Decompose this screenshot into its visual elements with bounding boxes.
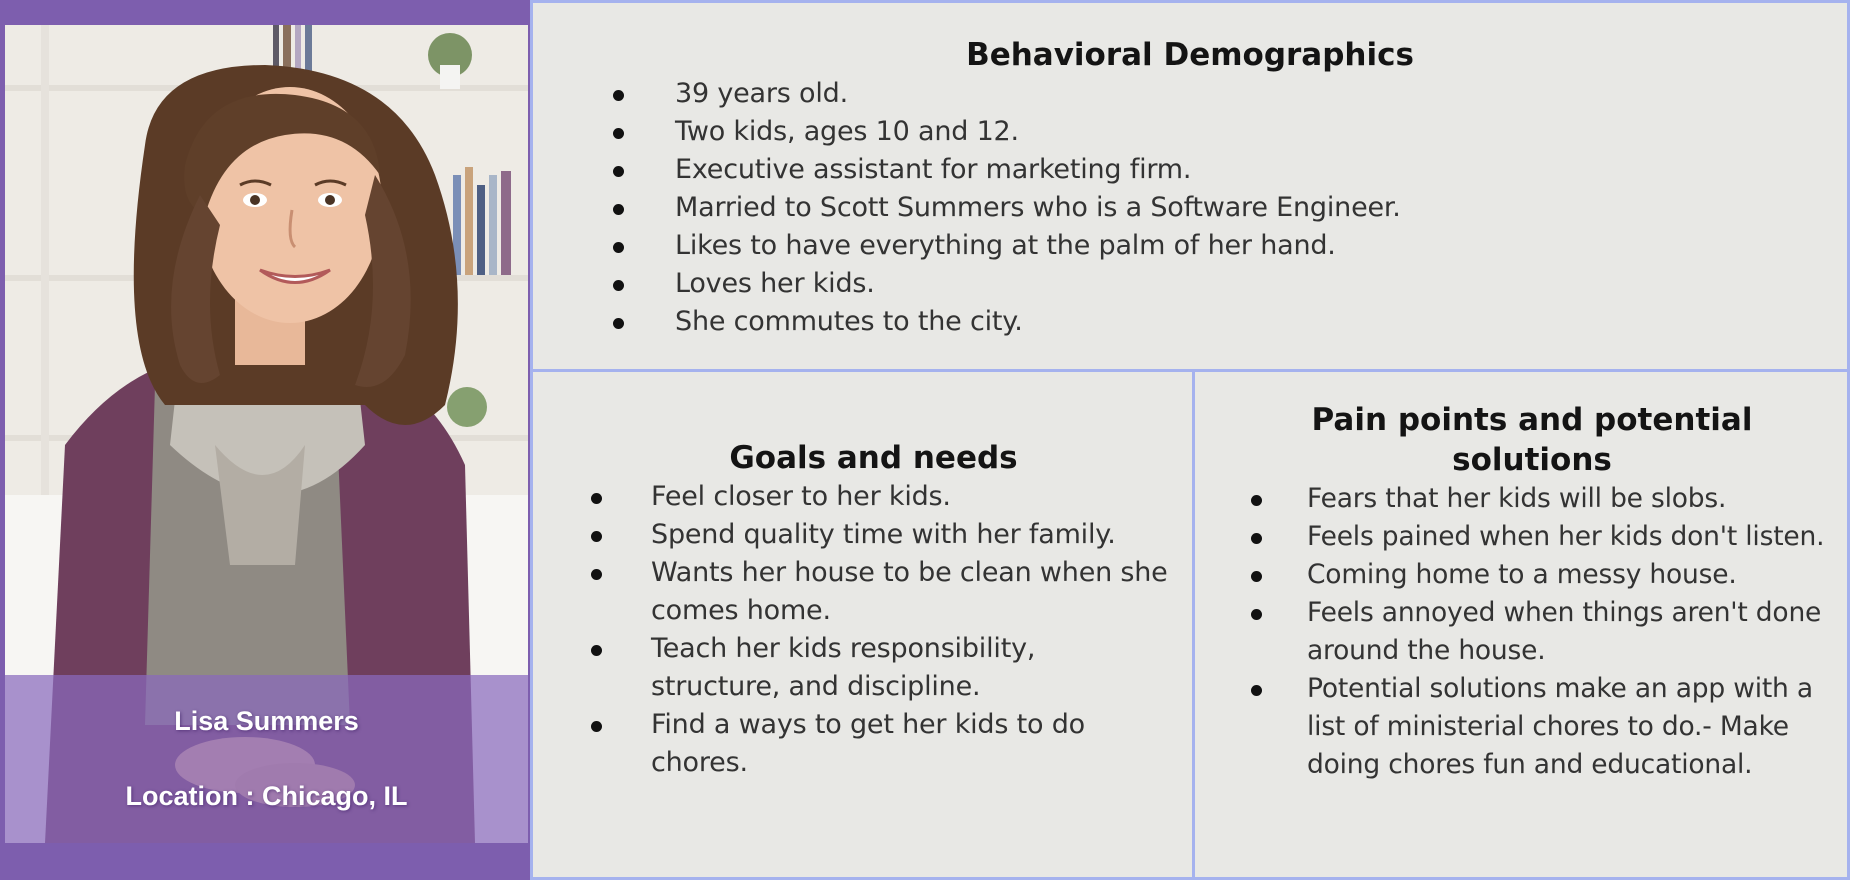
list-item: She commutes to the city.	[573, 303, 1807, 341]
list-item: 39 years old.	[573, 75, 1807, 113]
list-item: Coming home to a messy house.	[1237, 556, 1827, 594]
list-item: Spend quality time with her family.	[579, 516, 1168, 554]
persona-photo-card: Lisa Summers Location : Chicago, IL	[0, 0, 530, 880]
behavioral-demographics-title: Behavioral Demographics	[966, 37, 1414, 73]
list-item: Find a ways to get her kids to do chores…	[579, 706, 1168, 782]
list-item: Loves her kids.	[573, 265, 1807, 303]
goals-and-needs-panel: Goals and needs Feel closer to her kids.…	[530, 369, 1195, 880]
persona-location: Location : Chicago, IL	[125, 781, 408, 811]
list-item: Feels pained when her kids don't listen.	[1237, 518, 1827, 556]
persona-name: Lisa Summers	[174, 706, 359, 736]
persona-caption: Lisa Summers Location : Chicago, IL	[5, 675, 528, 843]
list-item: Feels annoyed when things aren't done ar…	[1237, 594, 1827, 670]
pain-points-list: Fears that her kids will be slobs. Feels…	[1237, 480, 1827, 784]
list-item: Married to Scott Summers who is a Softwa…	[573, 189, 1807, 227]
behavioral-demographics-list: 39 years old. Two kids, ages 10 and 12. …	[573, 75, 1807, 341]
list-item: Executive assistant for marketing firm.	[573, 151, 1807, 189]
goals-and-needs-title: Goals and needs	[729, 440, 1018, 476]
list-item: Wants her house to be clean when she com…	[579, 554, 1168, 630]
list-item: Likes to have everything at the palm of …	[573, 227, 1807, 265]
list-item: Two kids, ages 10 and 12.	[573, 113, 1807, 151]
list-item: Fears that her kids will be slobs.	[1237, 480, 1827, 518]
behavioral-demographics-panel: Behavioral Demographics 39 years old. Tw…	[530, 0, 1850, 372]
list-item: Teach her kids responsibility, structure…	[579, 630, 1168, 706]
pain-points-panel: Pain points and potential solutions Fear…	[1192, 369, 1850, 880]
goals-and-needs-list: Feel closer to her kids. Spend quality t…	[579, 478, 1168, 782]
pain-points-title: Pain points and potential solutions	[1311, 402, 1753, 478]
persona-photo: Lisa Summers Location : Chicago, IL	[5, 25, 528, 843]
list-item: Potential solutions make an app with a l…	[1237, 670, 1827, 784]
list-item: Feel closer to her kids.	[579, 478, 1168, 516]
